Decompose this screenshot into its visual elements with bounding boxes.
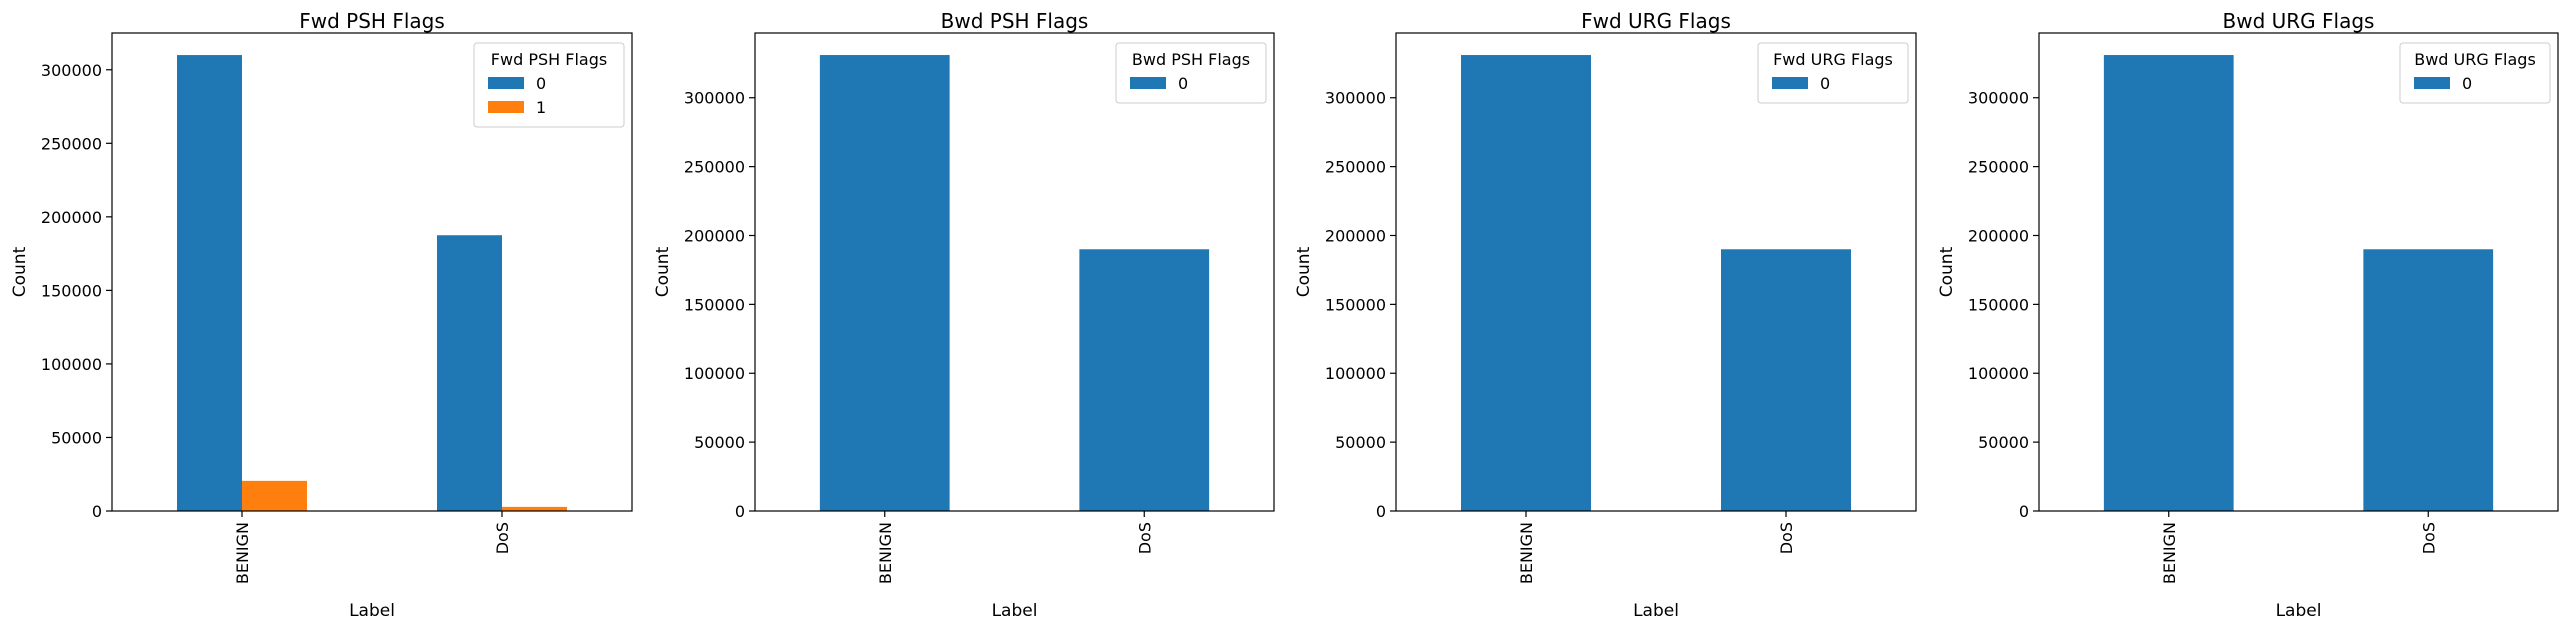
- chart-title: Fwd URG Flags: [1581, 9, 1731, 33]
- legend-title: Fwd PSH Flags: [491, 50, 607, 69]
- y-tick-label: 0: [92, 502, 102, 521]
- y-tick-label: 150000: [1968, 295, 2029, 314]
- y-tick-label: 300000: [684, 89, 745, 108]
- y-tick-label: 0: [2019, 502, 2029, 521]
- legend-swatch-1: [488, 101, 524, 113]
- chart-title: Bwd URG Flags: [2223, 9, 2375, 33]
- plot-frame: [1395, 32, 1917, 512]
- x-tick-label: DoS: [1777, 522, 1796, 554]
- y-axis-label: Count: [653, 246, 673, 297]
- x-axis-label: Label: [992, 601, 1038, 621]
- legend-title: Fwd URG Flags: [1773, 50, 1893, 69]
- x-axis-label: Label: [1633, 601, 1679, 621]
- bar-dos-series-0: [1721, 249, 1851, 512]
- x-tick-label: DoS: [2419, 522, 2438, 554]
- y-tick-label: 200000: [1325, 226, 1386, 245]
- y-tick-label: 250000: [1325, 158, 1386, 177]
- y-tick-label: 150000: [1325, 295, 1386, 314]
- y-tick-label: 300000: [1325, 89, 1386, 108]
- y-axis-label: Count: [1937, 246, 1957, 297]
- y-tick-label: 300000: [41, 61, 102, 80]
- plot-frame: [2038, 32, 2559, 512]
- bar-dos-series-0: [2363, 249, 2494, 512]
- bar-benign-series-0: [1461, 55, 1591, 511]
- y-tick-label: 150000: [41, 281, 102, 300]
- y-tick-label: 250000: [1968, 158, 2029, 177]
- x-tick-label: BENIGN: [1517, 522, 1536, 584]
- bar-dos-series-0: [437, 235, 502, 511]
- bar-benign-series-0: [2103, 55, 2234, 511]
- bar-benign-series-1: [242, 480, 307, 511]
- legend: Fwd PSH Flags 0 1: [473, 42, 625, 128]
- legend: Fwd URG Flags 0: [1757, 42, 1909, 104]
- chart-title: Fwd PSH Flags: [299, 9, 445, 33]
- x-tick-label: DoS: [1135, 522, 1154, 554]
- y-tick-label: 0: [735, 502, 745, 521]
- bar-benign-series-0: [819, 55, 950, 511]
- x-axis-label: Label: [349, 601, 395, 621]
- y-tick-label: 50000: [51, 428, 102, 447]
- legend-entry-1: 1: [536, 98, 546, 117]
- y-tick-label: 250000: [41, 134, 102, 153]
- legend-entry-0: 0: [1820, 74, 1830, 93]
- bar-dos-series-0: [1079, 249, 1210, 512]
- legend: Bwd URG Flags 0: [2399, 42, 2551, 104]
- y-axis-label: Count: [10, 246, 30, 297]
- legend-title: Bwd PSH Flags: [1132, 50, 1250, 69]
- y-tick-label: 300000: [1968, 89, 2029, 108]
- y-tick-label: 200000: [1968, 226, 2029, 245]
- legend-swatch-0: [1130, 77, 1166, 89]
- x-tick-label: BENIGN: [876, 522, 895, 584]
- x-tick-label: BENIGN: [2160, 522, 2179, 584]
- y-tick-label: 100000: [1968, 364, 2029, 383]
- legend-title: Bwd URG Flags: [2414, 50, 2536, 69]
- legend-swatch-0: [488, 77, 524, 89]
- y-axis-label: Count: [1294, 246, 1314, 297]
- y-tick-label: 100000: [1325, 364, 1386, 383]
- plot-frame: [111, 32, 633, 512]
- chart-panel-3: Fwd URG Flags BENIGN DoS 0 50000 100000 150000…: [1294, 9, 1917, 621]
- bar-dos-series-1: [502, 506, 567, 511]
- y-tick-label: 100000: [41, 355, 102, 374]
- x-tick-label: BENIGN: [233, 522, 252, 584]
- legend-swatch-0: [2414, 77, 2450, 89]
- chart-title: Bwd PSH Flags: [941, 9, 1089, 33]
- legend: Bwd PSH Flags 0: [1115, 42, 1267, 104]
- x-axis-label: Label: [2276, 601, 2322, 621]
- y-tick-label: 150000: [684, 295, 745, 314]
- y-tick-label: 250000: [684, 158, 745, 177]
- legend-entry-0: 0: [2462, 74, 2472, 93]
- legend-entry-0: 0: [536, 74, 546, 93]
- legend-swatch-0: [1772, 77, 1808, 89]
- chart-panel-4: Bwd URG Flags BENIGN DoS 0 50000 100000 150000…: [1937, 9, 2559, 621]
- y-tick-label: 50000: [1978, 433, 2029, 452]
- y-tick-label: 100000: [684, 364, 745, 383]
- y-tick-label: 50000: [1335, 433, 1386, 452]
- chart-panel-1: Fwd PSH Flags BENIGN DoS 0 50000 100000 150000…: [10, 9, 633, 621]
- chart-panel-2: Bwd PSH Flags BENIGN DoS 0 50000 100000 150000…: [653, 9, 1275, 621]
- plot-frame: [754, 32, 1275, 512]
- y-tick-label: 200000: [41, 208, 102, 227]
- y-tick-label: 200000: [684, 226, 745, 245]
- y-tick-label: 0: [1376, 502, 1386, 521]
- bar-benign-series-0: [177, 55, 242, 512]
- x-tick-label: DoS: [493, 522, 512, 554]
- y-tick-label: 50000: [694, 433, 745, 452]
- legend-entry-0: 0: [1178, 74, 1188, 93]
